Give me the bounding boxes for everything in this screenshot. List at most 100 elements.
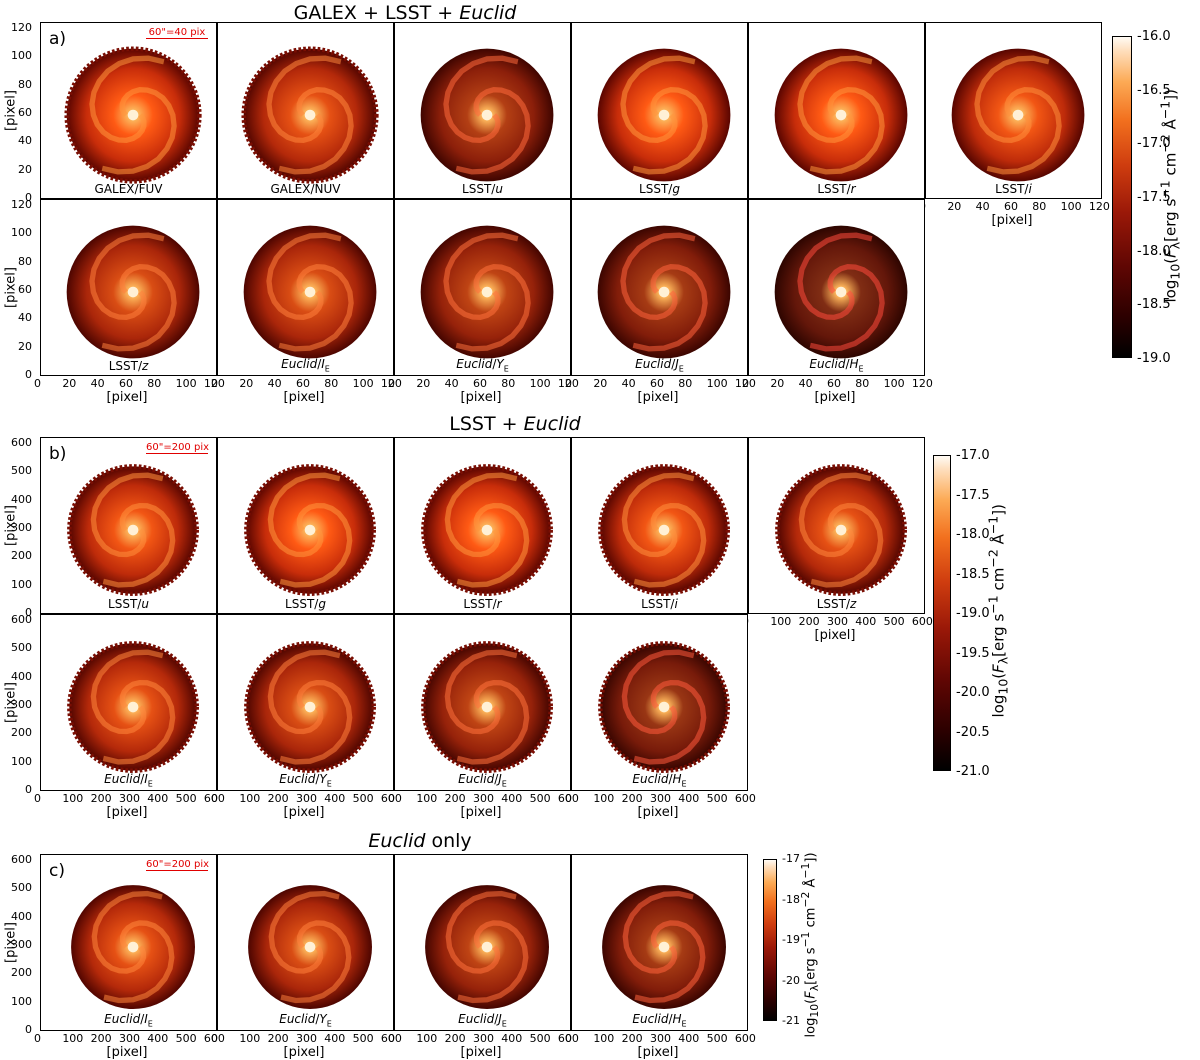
spiral-arm — [443, 55, 519, 144]
spiral-arm — [91, 890, 163, 974]
galaxy-nucleus — [481, 524, 493, 536]
x-tick-label: 0 — [211, 792, 218, 805]
section-b-title: LSST + Euclid — [449, 413, 581, 435]
x-axis-label: [pixel] — [637, 1045, 679, 1060]
x-tick-label: 40 — [975, 200, 990, 213]
galaxy-nucleus — [658, 941, 670, 953]
x-tick-label: 120 — [380, 377, 402, 390]
image-panel: Euclid/IE — [40, 614, 217, 791]
section-a-title: GALEX + LSST + Euclid — [293, 2, 517, 24]
galaxy-nucleus — [304, 286, 316, 298]
x-tick-label: 20 — [239, 377, 254, 390]
x-tick-label: 60 — [649, 377, 664, 390]
galaxy-nucleus — [304, 701, 316, 713]
x-tick-label: 300 — [118, 1032, 140, 1045]
x-tick-label: 0 — [565, 792, 572, 805]
image-panel: Euclid/HE — [748, 199, 925, 376]
x-tick-label: 100 — [239, 792, 261, 805]
filter-label: Euclid/IE — [104, 771, 153, 788]
scale-bar: 60"=200 pix — [146, 442, 210, 454]
x-tick-label: 100 — [593, 792, 615, 805]
spiral-arm — [90, 649, 164, 735]
galaxy-nucleus — [127, 524, 139, 536]
x-tick-label: 40 — [267, 377, 282, 390]
x-tick-label: 500 — [706, 1032, 728, 1045]
colorbar-tick-label: -19.5 — [956, 645, 990, 661]
colorbar-c-label: log10(Fλ[erg s−1 cm−2 Å−1]) — [799, 852, 821, 1038]
spiral-arm — [268, 890, 340, 974]
spiral-arm — [809, 264, 885, 352]
image-panel: GALEX/NUV — [217, 22, 394, 199]
filter-label: Euclid/HE — [632, 771, 687, 788]
image-panel: Euclid/IE — [217, 199, 394, 376]
x-tick-label: 60 — [472, 377, 487, 390]
galaxy-nucleus — [304, 109, 316, 121]
spiral-arm — [620, 55, 696, 144]
x-tick-label: 100 — [352, 377, 374, 390]
galaxy-nucleus — [481, 286, 493, 298]
colorbar-tick-label: -17.0 — [956, 448, 990, 463]
x-tick-label: 100 — [593, 1032, 615, 1045]
filter-label: GALEX/FUV — [94, 182, 163, 196]
x-tick-label: 600 — [734, 792, 756, 805]
image-panel: Euclid/JE — [571, 199, 748, 376]
x-tick-label: 300 — [295, 792, 317, 805]
colorbar-tick-label: -19.0 — [956, 606, 990, 621]
colorbar-tick-label: -18.5 — [1137, 297, 1171, 313]
y-tick-label: 60 — [18, 283, 32, 297]
x-tick-label: 0 — [388, 1032, 395, 1045]
y-tick-label: 500 — [11, 641, 32, 655]
galaxy-nucleus — [658, 286, 670, 298]
filter-label: Euclid/YE — [279, 1011, 332, 1028]
x-tick-label: 20 — [593, 377, 608, 390]
galaxy-nucleus — [658, 109, 670, 121]
x-tick-label: 20 — [770, 377, 785, 390]
x-tick-label: 600 — [203, 792, 225, 805]
filter-label: Euclid/HE — [632, 1011, 687, 1028]
x-tick-label: 0 — [388, 377, 395, 390]
y-tick-label: 20 — [18, 339, 32, 353]
spiral-arm — [455, 87, 531, 175]
x-tick-label: 100 — [706, 377, 728, 390]
filter-label: Euclid/IE — [281, 356, 330, 373]
galaxy-nucleus — [481, 941, 493, 953]
y-tick-label: 40 — [18, 134, 32, 148]
x-tick-label: 400 — [147, 792, 169, 805]
colorbar-tick-label: -21 — [782, 1014, 800, 1027]
colorbar-tick-label: -18.0 — [1137, 243, 1171, 259]
x-axis-label: [pixel] — [283, 1045, 325, 1060]
y-axis-label: [pixel] — [3, 921, 19, 963]
x-axis-label: [pixel] — [106, 1045, 148, 1060]
spiral-arm — [278, 264, 354, 352]
spiral-arm — [632, 87, 708, 175]
spiral-arm — [633, 502, 707, 588]
galaxy-nucleus — [127, 286, 139, 298]
scale-bar: 60"=40 pix — [146, 27, 208, 39]
x-tick-label: 200 — [798, 615, 820, 628]
spiral-arm — [797, 232, 873, 321]
x-tick-label: 60 — [295, 377, 310, 390]
x-tick-label: 400 — [678, 792, 700, 805]
galaxy-nucleus — [658, 701, 670, 713]
x-tick-label: 200 — [621, 792, 643, 805]
colorbar-a-label: log10(Fλ[erg s−1 cm−2 Å−1]) — [1157, 89, 1183, 303]
spiral-arm — [632, 264, 708, 352]
spiral-arm — [101, 87, 177, 175]
y-tick-label: 100 — [11, 577, 32, 591]
colorbar-tick-label: -19 — [782, 933, 800, 946]
x-tick-label: 400 — [855, 615, 877, 628]
colorbar-tick-label: -19.0 — [1137, 351, 1171, 366]
colorbar-tick-label: -18 — [782, 892, 800, 906]
x-tick-label: 80 — [678, 377, 693, 390]
x-tick-label: 0 — [388, 792, 395, 805]
filter-label: Euclid/JE — [458, 1011, 507, 1028]
y-tick-label: 400 — [11, 909, 32, 923]
spiral-arm — [89, 232, 165, 321]
filter-label: GALEX/NUV — [270, 182, 341, 196]
panel-label: b) — [49, 444, 67, 464]
x-tick-label: 100 — [175, 377, 197, 390]
colorbar-tick-label: -18.5 — [956, 566, 990, 582]
x-axis-label: [pixel] — [283, 390, 325, 405]
galaxy-nucleus — [304, 524, 316, 536]
x-tick-label: 200 — [444, 1032, 466, 1045]
